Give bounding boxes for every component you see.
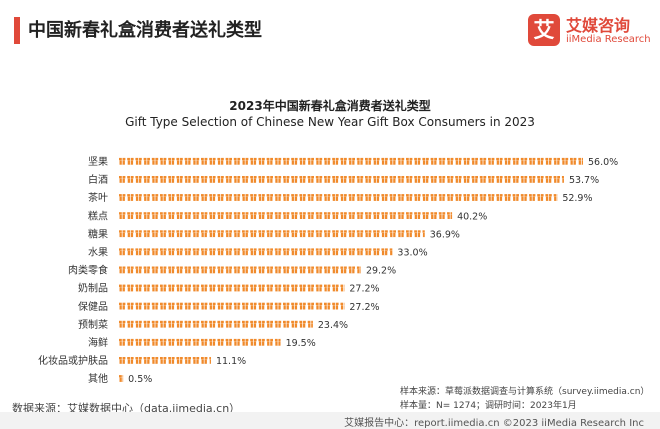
data-source: 数据来源：艾媒数据中心（data.iimedia.cn）: [12, 402, 241, 415]
logo-name-en: iiMedia Research: [566, 34, 651, 45]
category-label: 肉类零食: [68, 264, 108, 277]
category-label: 坚果: [88, 156, 108, 168]
chart-title: 2023年中国新春礼盒消费者送礼类型: [229, 99, 431, 113]
page-title: 中国新春礼盒消费者送礼类型: [28, 20, 262, 41]
data-label: 33.0%: [397, 248, 427, 259]
data-label: 29.2%: [366, 266, 396, 277]
bar: [119, 229, 425, 238]
data-label: 27.2%: [349, 284, 379, 295]
bar: [119, 320, 313, 328]
category-label: 糕点: [88, 209, 108, 222]
chart-subtitle: Gift Type Selection of Chinese New Year …: [125, 115, 535, 129]
category-label: 茶叶: [88, 191, 108, 204]
bar: [119, 175, 564, 183]
data-label: 11.1%: [216, 356, 246, 367]
data-label: 52.9%: [562, 193, 592, 204]
brand-logo: 艾 艾媒咨询 iiMedia Research: [528, 12, 651, 52]
category-label: 白酒: [88, 173, 108, 186]
header-accent-bar: [14, 17, 20, 44]
bar: [119, 356, 211, 364]
bar: [119, 284, 345, 292]
bar: [119, 374, 124, 382]
category-label: 水果: [88, 247, 108, 259]
sample-source-note: 样本来源：草莓派数据调查与计算系统（survey.iimedia.cn）: [400, 387, 650, 397]
bar: [119, 211, 453, 219]
category-label: 预制菜: [78, 318, 108, 331]
bar: [119, 265, 361, 274]
data-label: 27.2%: [349, 302, 379, 313]
category-label: 其他: [88, 372, 108, 385]
data-label: 23.4%: [318, 320, 348, 331]
category-label: 海鲜: [88, 336, 108, 349]
footer-bar: 艾媒报告中心：report.iimedia.cn ©2023 iiMedia R…: [0, 412, 660, 429]
bar: [119, 193, 558, 201]
logo-name-cn: 艾媒咨询: [566, 16, 631, 35]
data-label: 19.5%: [286, 338, 316, 349]
sample-size-note: 样本量：N= 1274；调研时间：2023年1月: [400, 401, 577, 411]
footer-text: 艾媒报告中心：report.iimedia.cn ©2023 iiMedia R…: [344, 418, 644, 429]
bar: [119, 247, 393, 256]
bar: [119, 302, 345, 310]
category-label: 糖果: [88, 227, 108, 240]
data-label: 56.0%: [588, 157, 618, 168]
category-label: 化妆品或护肤品: [38, 354, 108, 367]
category-label: 保健品: [78, 300, 108, 313]
data-label: 0.5%: [128, 374, 152, 385]
category-label: 奶制品: [78, 282, 108, 295]
bar: [119, 338, 281, 346]
bar: [119, 157, 584, 165]
logo-mark: 艾: [528, 14, 560, 46]
data-label: 53.7%: [569, 175, 599, 186]
data-label: 40.2%: [457, 211, 487, 222]
data-label: 36.9%: [430, 229, 460, 240]
